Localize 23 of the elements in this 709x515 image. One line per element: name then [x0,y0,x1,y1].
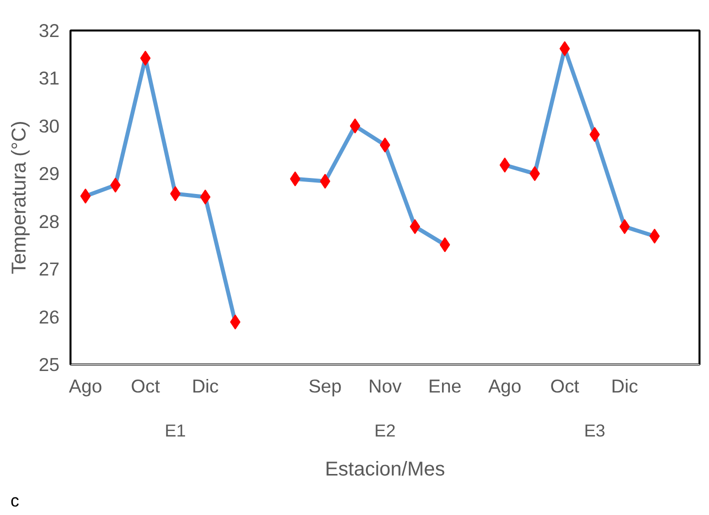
y-tick-label: 30 [38,115,60,136]
x-tick-label: Dic [192,376,219,396]
x-tick-label: Ene [428,376,462,396]
x-tick-label: Ago [68,376,102,396]
x-tick-label: Oct [130,376,161,396]
x-tick-label: Ago [488,376,522,396]
y-tick-label: 26 [38,306,60,328]
y-tick-label: 27 [38,258,60,280]
x-tick-label: Nov [368,376,402,396]
x-tick-label: Oct [550,376,580,396]
text: c [10,490,20,510]
y-tick-label: 32 [38,20,60,41]
y-tick-label: 25 [38,354,60,375]
text: E2 [374,420,396,440]
x-tick-label: Sep [308,376,342,396]
x-axis-title: Estacion/Mes [324,458,446,480]
text: E1 [164,420,186,440]
y-tick-label: 29 [38,163,60,184]
y-tick-label: 28 [38,210,60,232]
x-tick-label: Dic [611,376,638,396]
y-tick-label: 31 [38,68,60,89]
y-axis-title: Temperatura (°C) [8,120,31,274]
text: E3 [584,420,606,440]
